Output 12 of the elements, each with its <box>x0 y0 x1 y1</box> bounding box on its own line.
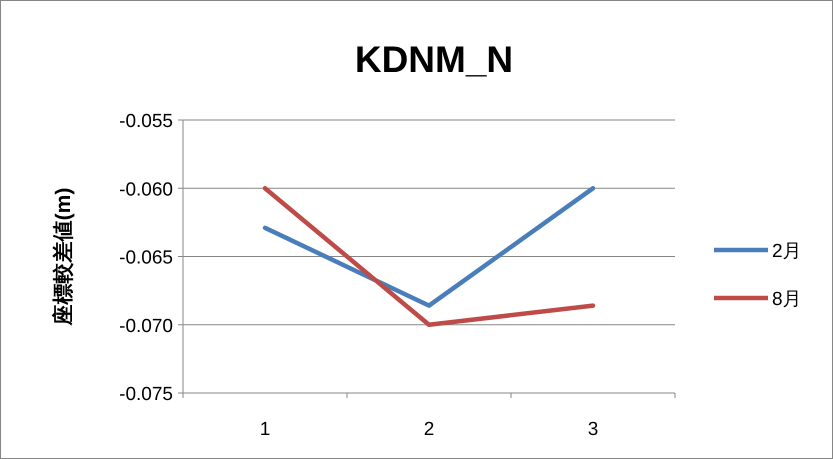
y-tick-label: -0.070 <box>119 316 173 337</box>
legend-label: 2月 <box>772 241 802 262</box>
y-tick-label: -0.065 <box>119 248 173 268</box>
chart-title: KDNM_N <box>354 39 514 80</box>
y-tick-label: -0.055 <box>119 111 173 132</box>
y-axis-title: 座標較差値(m) <box>51 188 75 326</box>
y-tick-label: -0.075 <box>119 384 173 405</box>
legend-label: 8月 <box>772 289 802 310</box>
x-tick-label: 2 <box>424 419 434 440</box>
y-tick-label: -0.060 <box>119 179 173 200</box>
x-tick-label: 1 <box>260 419 270 440</box>
x-tick-label: 3 <box>588 419 598 440</box>
